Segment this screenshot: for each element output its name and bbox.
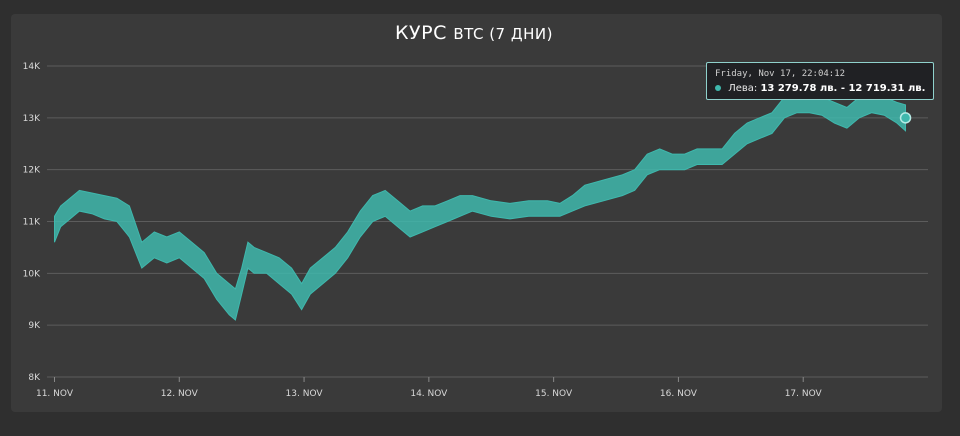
x-tick-label: 15. NOV [535,389,573,399]
series-dot-icon [715,85,721,91]
hover-marker[interactable] [899,112,912,124]
series-layer [54,91,906,321]
x-tick-label: 16. NOV [660,389,698,399]
y-tick-label: 8K [28,373,41,383]
y-tick-label: 13K [23,114,41,124]
range-band[interactable] [54,91,906,321]
grid-lines [47,65,928,378]
chart-title-sub: BTC (7 ДНИ) [453,25,553,43]
y-tick-label: 10K [23,269,41,279]
x-tick-label: 11. NOV [36,389,74,399]
chart-title: КУРС BTC (7 ДНИ) [0,22,948,44]
tooltip-date: Friday, Nov 17, 22:04:12 [715,69,846,79]
x-axis-ticks: 11. NOV 12. NOV 13. NOV 14. NOV 15. NOV 16. N… [36,377,823,399]
y-tick-label: 11K [23,218,41,228]
tooltip: Friday, Nov 17, 22:04:12 Лева: 13 279.78… [706,62,934,100]
y-tick-label: 14K [23,62,41,72]
y-tick-label: 12K [23,166,41,176]
x-tick-label: 12. NOV [161,389,199,399]
y-tick-label: 9K [28,321,41,331]
x-tick-label: 14. NOV [410,389,448,399]
chart-title-main: КУРС [395,22,447,44]
tooltip-row: Лева: 13 279.78 лв. - 12 719.31 лв. [715,83,925,94]
x-tick-label: 17. NOV [785,389,823,399]
x-tick-label: 13. NOV [286,389,324,399]
tooltip-series-label: Лева: [728,83,758,94]
hover-marker-layer [899,112,912,124]
y-axis-ticks: 8K 9K 10K 11K 12K 13K 14K [23,62,41,383]
tooltip-value: 13 279.78 лв. - 12 719.31 лв. [760,83,926,94]
